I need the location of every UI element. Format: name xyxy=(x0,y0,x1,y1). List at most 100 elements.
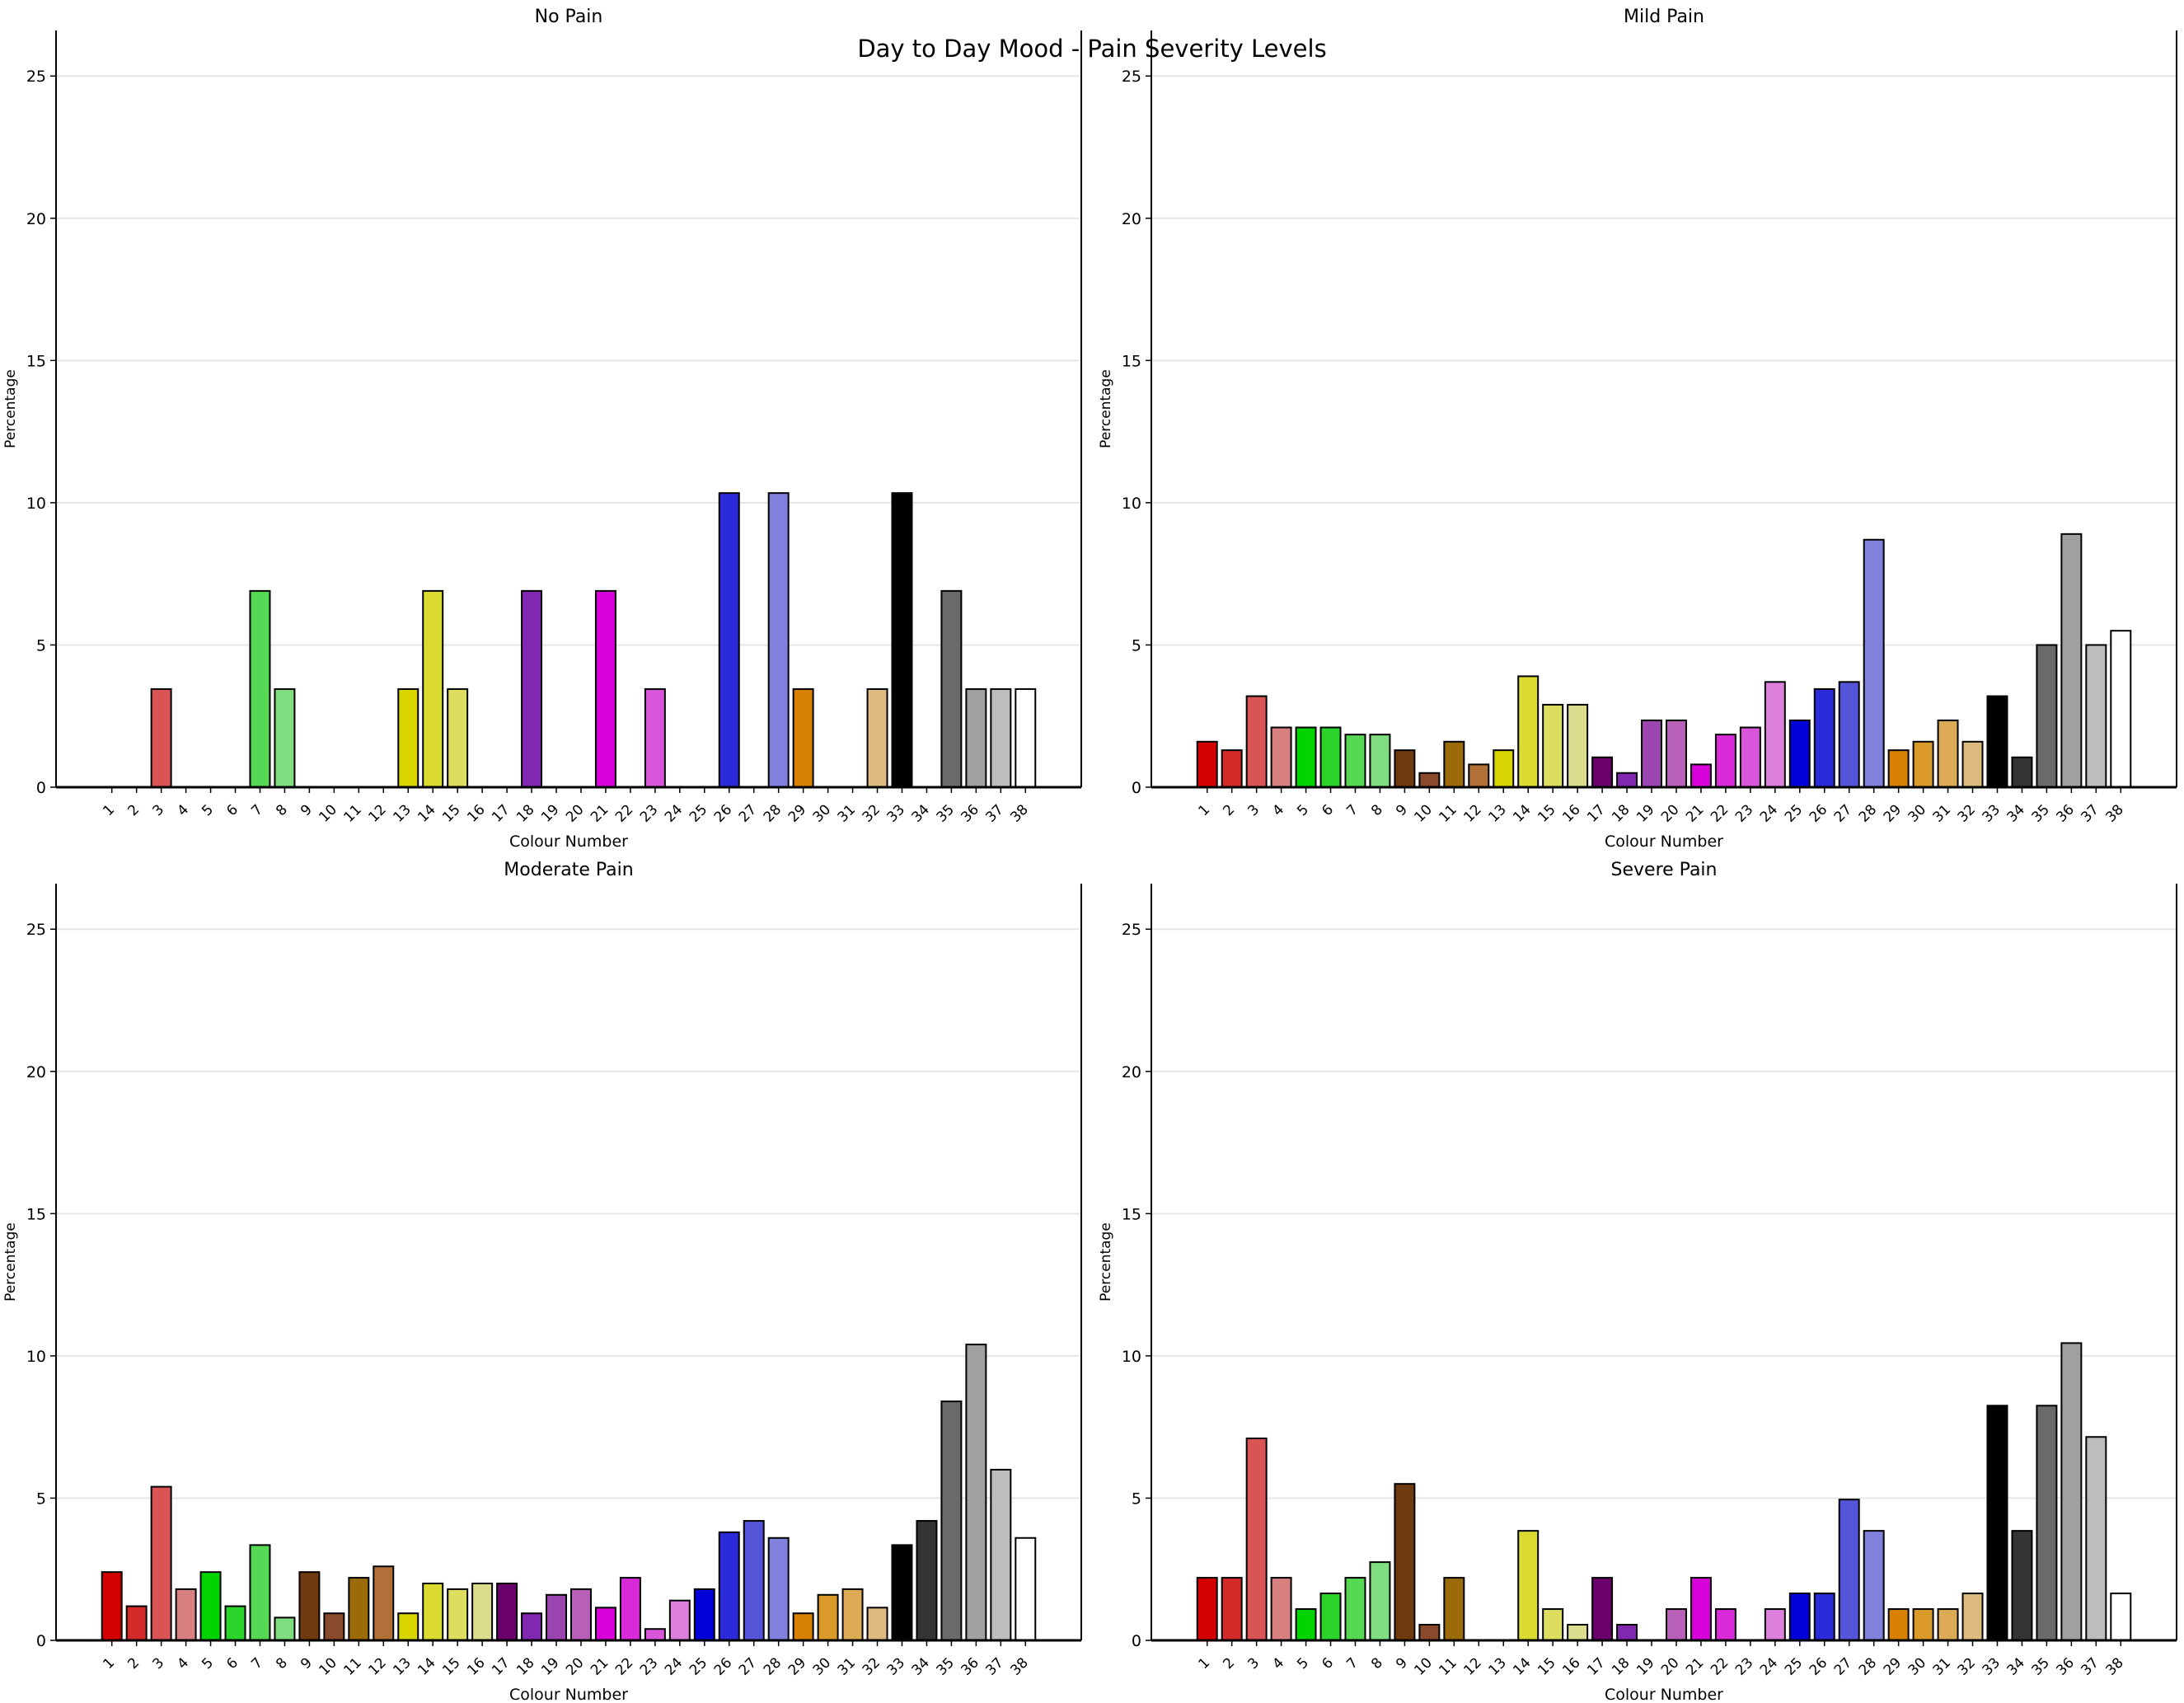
bar-colour-17 xyxy=(1591,1577,1614,1642)
x-tick-label: 11 xyxy=(1436,1654,1460,1678)
y-tick-label: 10 xyxy=(26,1348,46,1366)
x-tick-label: 31 xyxy=(835,1654,859,1678)
x-tick-label: 23 xyxy=(637,1654,661,1678)
x-tick-label: 29 xyxy=(1881,1654,1905,1678)
bar-colour-5 xyxy=(1295,1608,1317,1642)
x-tick-label: 29 xyxy=(785,1654,809,1678)
bar-colour-22 xyxy=(1714,1608,1736,1642)
x-tick-label: 24 xyxy=(662,1654,686,1678)
x-tick-label: 17 xyxy=(489,1654,513,1678)
x-tick-label: 13 xyxy=(390,1654,414,1678)
x-tick-label: 14 xyxy=(1510,1654,1534,1678)
x-tick-label: 27 xyxy=(736,801,760,825)
x-tick-label: 7 xyxy=(248,801,266,819)
bar-colour-37 xyxy=(2085,644,2107,788)
x-tick-label: 12 xyxy=(1460,1654,1484,1678)
x-tick-label: 20 xyxy=(563,801,587,825)
bar-colour-11 xyxy=(1443,740,1465,789)
bar-colour-31 xyxy=(1937,1608,1959,1642)
bar-colour-21 xyxy=(1690,763,1712,789)
x-tick-label: 34 xyxy=(2004,1654,2028,1678)
x-tick-label: 23 xyxy=(1732,801,1756,825)
bar-colour-17 xyxy=(496,1582,518,1641)
bar-colour-19 xyxy=(1641,719,1663,788)
x-tick-label: 15 xyxy=(1535,801,1558,825)
x-tick-label: 5 xyxy=(199,801,217,819)
bar-colour-32 xyxy=(866,1607,888,1641)
y-tick-label: 20 xyxy=(1122,210,1141,228)
x-tick-label: 24 xyxy=(662,801,686,825)
x-tick-label: 25 xyxy=(687,1654,710,1678)
x-tick-label: 31 xyxy=(1930,801,1954,825)
x-tick-label: 12 xyxy=(365,1654,389,1678)
y-axis-label: Percentage xyxy=(1098,369,1114,448)
bar-colour-28 xyxy=(767,492,790,788)
main-title: Day to Day Mood - Pain Severity Levels xyxy=(857,35,1327,63)
x-tick-label: 3 xyxy=(1244,1654,1263,1673)
x-tick-label: 15 xyxy=(439,1654,463,1678)
x-tick-label: 4 xyxy=(1269,1654,1287,1673)
bar-colour-35 xyxy=(940,1400,963,1641)
x-tick-label: 16 xyxy=(1559,1654,1583,1678)
bar-colour-26 xyxy=(1813,1593,1835,1642)
bar-colour-23 xyxy=(1739,726,1761,788)
x-tick-label: 18 xyxy=(1609,801,1633,825)
bar-colour-22 xyxy=(1714,734,1736,788)
x-tick-label: 10 xyxy=(316,801,340,825)
x-tick-label: 36 xyxy=(958,1654,982,1678)
x-tick-label: 20 xyxy=(1658,801,1682,825)
x-tick-label: 35 xyxy=(933,1654,957,1678)
x-tick-label: 33 xyxy=(884,801,908,825)
x-tick-label: 14 xyxy=(415,801,438,825)
bar-colour-21 xyxy=(1690,1577,1712,1642)
x-tick-label: 10 xyxy=(316,1654,340,1678)
x-tick-label: 7 xyxy=(248,1654,266,1673)
bar-colour-1 xyxy=(1196,740,1218,789)
y-tick-label: 25 xyxy=(1122,921,1141,939)
x-tick-label: 13 xyxy=(1485,1654,1509,1678)
x-tick-label: 17 xyxy=(1584,801,1608,825)
bar-colour-11 xyxy=(348,1577,370,1642)
x-tick-label: 26 xyxy=(1807,801,1830,825)
x-tick-label: 30 xyxy=(810,801,834,825)
y-tick-label: 5 xyxy=(36,1490,46,1508)
x-tick-label: 37 xyxy=(2078,801,2102,825)
bar-colour-25 xyxy=(1788,719,1811,788)
x-tick-label: 1 xyxy=(1195,1654,1213,1673)
bar-colour-17 xyxy=(1591,756,1614,789)
x-tick-label: 33 xyxy=(1980,801,2004,825)
x-tick-label: 25 xyxy=(1782,801,1806,825)
x-tick-label: 19 xyxy=(538,801,562,825)
x-tick-label: 16 xyxy=(464,1654,488,1678)
y-tick-label: 15 xyxy=(1122,352,1141,370)
subplot-title: No Pain xyxy=(535,7,603,27)
x-tick-label: 28 xyxy=(761,1654,785,1678)
bar-colour-16 xyxy=(1567,703,1589,789)
bar-colour-4 xyxy=(1270,1577,1292,1642)
y-axis-label: Percentage xyxy=(2,1222,19,1302)
y-tick-label: 5 xyxy=(36,636,46,654)
bar-colour-6 xyxy=(1319,1593,1342,1642)
y-tick-label: 15 xyxy=(26,1205,46,1223)
x-tick-label: 32 xyxy=(1955,1654,1979,1678)
x-tick-label: 15 xyxy=(439,801,463,825)
x-tick-label: 32 xyxy=(860,801,883,825)
subplot-title: Moderate Pain xyxy=(504,860,633,880)
x-tick-label: 38 xyxy=(1007,1654,1031,1678)
x-tick-label: 17 xyxy=(1584,1654,1608,1678)
x-tick-label: 36 xyxy=(2053,801,2077,825)
x-tick-label: 5 xyxy=(199,1654,217,1673)
bar-colour-38 xyxy=(1015,1536,1037,1641)
x-tick-label: 3 xyxy=(149,1654,167,1673)
x-tick-label: 15 xyxy=(1535,1654,1558,1678)
bar-colour-21 xyxy=(594,589,616,789)
bar-colour-30 xyxy=(1912,740,1934,789)
x-tick-label: 5 xyxy=(1294,1654,1312,1673)
y-tick-label: 10 xyxy=(26,495,46,513)
x-tick-label: 38 xyxy=(2102,801,2126,825)
bar-colour-12 xyxy=(373,1565,395,1641)
x-tick-label: 27 xyxy=(1831,1654,1855,1678)
bar-colour-26 xyxy=(718,1531,740,1642)
